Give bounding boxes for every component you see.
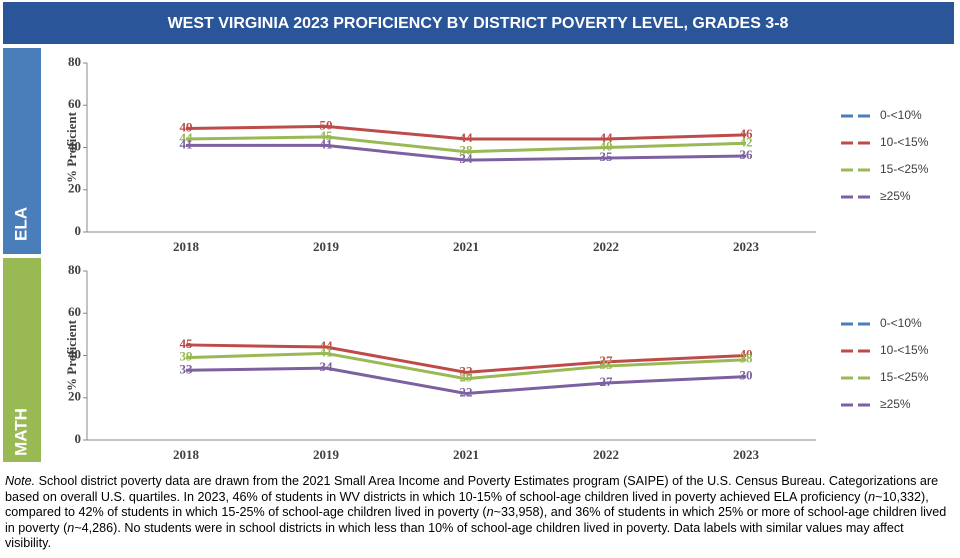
legend-label: 0-<10% <box>880 108 922 122</box>
x-tick-label: 2022 <box>593 447 619 462</box>
data-label: 40 <box>600 138 613 153</box>
series-line <box>185 343 747 374</box>
data-label: 45 <box>320 128 334 143</box>
data-label: 36 <box>740 147 754 162</box>
note-n: n <box>67 520 75 535</box>
y-tick-label: 80 <box>68 54 81 69</box>
y-tick-label: 20 <box>68 181 81 196</box>
note-lead: Note. <box>5 474 36 488</box>
y-tick-label: 80 <box>68 262 81 277</box>
title-bar <box>3 2 954 44</box>
x-tick-label: 2018 <box>173 447 200 462</box>
x-tick-label: 2019 <box>313 239 340 254</box>
data-label: 39 <box>180 349 194 364</box>
legend-label: 15-<25% <box>880 370 929 384</box>
note: Note. School district poverty data are d… <box>5 474 950 552</box>
legend-label: 10-<15% <box>880 135 929 149</box>
note-text: ~33,958), and 36% of students in which 2… <box>5 505 947 535</box>
panel-label: ELA <box>11 207 30 241</box>
legend-label: 15-<25% <box>880 162 929 176</box>
data-label: 37 <box>600 353 614 368</box>
x-tick-label: 2019 <box>313 447 340 462</box>
data-label: 41 <box>180 136 193 151</box>
legend-label: 10-<15% <box>880 343 929 357</box>
data-label: 41 <box>320 344 333 359</box>
data-label: 45 <box>180 336 194 351</box>
legend-label: 0-<10% <box>880 316 922 330</box>
series-line <box>185 124 747 141</box>
x-tick-label: 2021 <box>453 447 479 462</box>
data-label: 38 <box>460 143 474 158</box>
data-label: 49 <box>180 119 194 134</box>
panel-label: MATH <box>11 408 30 456</box>
y-tick-label: 60 <box>68 96 81 111</box>
data-label: 42 <box>740 134 753 149</box>
note-text: School district poverty data are drawn f… <box>5 474 939 504</box>
note-text: ~4,286). No students were in school dist… <box>5 520 904 551</box>
data-label: 38 <box>740 351 754 366</box>
chart: WEST VIRGINIA 2023 PROFICIENCY BY DISTRI… <box>3 2 954 462</box>
x-tick-label: 2023 <box>733 239 760 254</box>
legend-label: ≥25% <box>880 189 911 203</box>
data-label: 50 <box>320 117 333 132</box>
y-tick-label: 20 <box>68 389 81 404</box>
data-label: 44 <box>180 130 194 145</box>
y-axis-label: % Proficient <box>64 111 79 183</box>
note-n: n <box>868 489 876 504</box>
note-text: ~10,332), compared to 42% of students in… <box>5 489 929 520</box>
data-label: 44 <box>600 130 614 145</box>
y-tick-label: 0 <box>75 223 82 238</box>
data-label: 40 <box>740 346 753 361</box>
x-tick-label: 2022 <box>593 239 619 254</box>
series-line <box>185 351 747 381</box>
data-label: 41 <box>320 136 333 151</box>
data-label: 22 <box>460 385 473 400</box>
y-tick-label: 0 <box>75 431 82 446</box>
data-label: 29 <box>460 370 474 385</box>
y-tick-label: 40 <box>68 346 81 361</box>
data-label: 27 <box>600 374 614 389</box>
x-tick-label: 2018 <box>173 239 200 254</box>
chart-title: WEST VIRGINIA 2023 PROFICIENCY BY DISTRI… <box>168 15 789 32</box>
data-label: 32 <box>460 363 473 378</box>
panel-box <box>3 258 41 462</box>
x-tick-label: 2023 <box>733 447 760 462</box>
data-label: 30 <box>740 368 753 383</box>
panel-box <box>3 48 41 254</box>
y-axis-label: % Proficient <box>64 319 79 391</box>
legend-label: ≥25% <box>880 397 911 411</box>
data-label: 46 <box>740 126 754 141</box>
data-label: 35 <box>600 149 614 164</box>
series-line <box>186 143 747 162</box>
data-label: 44 <box>460 130 474 145</box>
data-label: 34 <box>320 359 334 374</box>
data-label: 33 <box>180 361 194 376</box>
note-n: n <box>486 505 494 520</box>
data-label: 44 <box>320 338 334 353</box>
x-tick-label: 2021 <box>453 239 479 254</box>
data-label: 35 <box>600 357 614 372</box>
series-line <box>185 135 747 154</box>
y-tick-label: 40 <box>68 138 81 153</box>
data-label: 34 <box>460 151 474 166</box>
series-line <box>185 366 747 396</box>
y-tick-label: 60 <box>68 304 81 319</box>
